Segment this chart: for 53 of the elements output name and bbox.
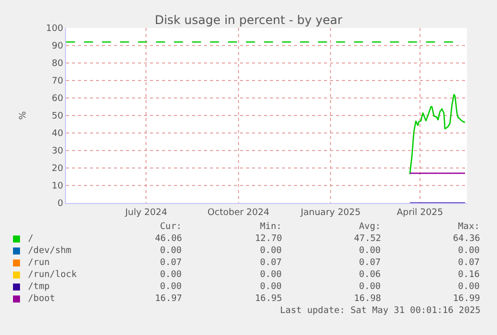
text: 0.00 <box>359 282 381 292</box>
text: 0.07 <box>458 258 480 268</box>
y-tick-label: 30 <box>52 146 64 157</box>
text: Max: <box>458 222 480 232</box>
line-series <box>409 94 466 175</box>
text: 16.99 <box>453 294 480 304</box>
text: Min: <box>260 222 282 232</box>
y-tick-label: 70 <box>52 76 64 87</box>
y-tick-label: 20 <box>52 164 64 174</box>
y-tick-label: 60 <box>52 94 64 104</box>
x-tick-label: April 2025 <box>396 208 444 218</box>
y-tick-label: 0 <box>57 199 64 210</box>
text: 16.95 <box>255 294 282 304</box>
text: 64.36 <box>453 234 480 244</box>
text: 0.00 <box>260 270 282 280</box>
legend-label: /run/lock <box>28 270 78 280</box>
text: 46.06 <box>155 234 182 244</box>
legend-label: /tmp <box>28 282 50 292</box>
text: 0.07 <box>359 258 381 268</box>
legend-label: /dev/shm <box>28 246 72 256</box>
text: 0.16 <box>458 270 480 280</box>
text: 0.07 <box>160 258 182 268</box>
legend-label: /boot <box>28 294 56 304</box>
y-axis-title: % <box>18 110 28 120</box>
x-tick-label: October 2024 <box>208 208 270 218</box>
text: 0.07 <box>260 258 282 268</box>
text: Cur: <box>160 222 182 232</box>
text: 16.98 <box>354 294 382 304</box>
text: 0.00 <box>458 282 480 292</box>
y-tick-label: 40 <box>52 129 64 140</box>
text: 0.00 <box>260 282 282 292</box>
text: 0.00 <box>160 282 182 292</box>
y-tick-label: 90 <box>52 42 64 52</box>
text: Avg: <box>359 222 381 232</box>
text: Last update: Sat May 31 00:01:16 2025 <box>280 306 480 316</box>
legend-label: /run <box>28 258 50 268</box>
chart-title: Disk usage in percent - by year <box>154 13 342 28</box>
text: 0.00 <box>359 246 381 256</box>
text: 0.00 <box>160 270 182 280</box>
y-tick-label: 50 <box>52 112 64 122</box>
text: 0.00 <box>160 246 182 256</box>
text: 16.97 <box>155 294 182 304</box>
text: 0.00 <box>458 246 480 256</box>
legend-label: / <box>28 234 34 244</box>
y-tick-label: 10 <box>52 182 64 192</box>
text: 47.52 <box>354 234 382 244</box>
text: 0.06 <box>359 270 381 280</box>
text: 0.00 <box>260 246 282 256</box>
x-tick-label: January 2025 <box>300 208 361 218</box>
text: 12.70 <box>255 234 282 244</box>
y-tick-label: 100 <box>46 24 64 34</box>
y-tick-label: 80 <box>52 59 64 70</box>
x-tick-label: July 2024 <box>124 208 168 218</box>
